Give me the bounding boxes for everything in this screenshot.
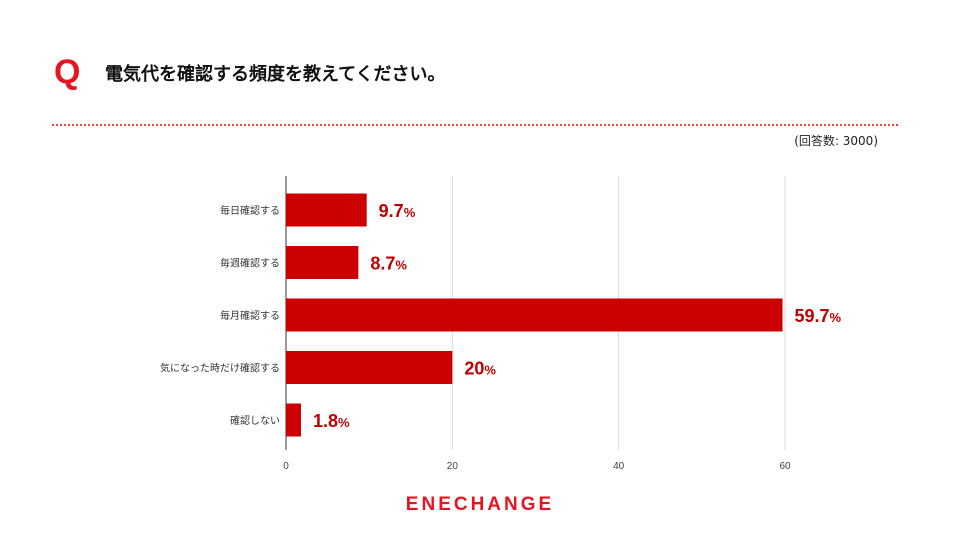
x-tick-label: 40	[613, 461, 625, 472]
data-label: 59.7%	[795, 306, 842, 326]
bar	[286, 403, 301, 437]
bar	[286, 351, 453, 384]
category-label: 確認しない	[230, 414, 280, 427]
bar	[286, 193, 367, 227]
x-tick-label: 60	[779, 461, 791, 472]
brand-logo: ENECHANGE	[405, 494, 555, 515]
category-label: 毎日確認する	[220, 204, 280, 217]
data-label: 8.7%	[370, 254, 407, 274]
bar	[286, 298, 783, 332]
bar	[286, 246, 359, 279]
question-title: 電気代を確認する頻度を教えてください。	[105, 64, 446, 85]
category-label: 毎週確認する	[220, 257, 280, 270]
dotted-divider	[52, 124, 898, 126]
question-mark: Q	[54, 53, 81, 91]
x-tick-label: 0	[283, 461, 289, 472]
x-tick-label: 20	[447, 461, 459, 472]
data-label: 1.8%	[313, 411, 350, 431]
data-label: 9.7%	[379, 201, 416, 221]
data-label: 20%	[464, 359, 496, 379]
category-label: 毎月確認する	[220, 309, 280, 322]
respondent-count: (回答数: 3000)	[794, 134, 878, 148]
category-label: 気になった時だけ確認する	[160, 362, 280, 375]
